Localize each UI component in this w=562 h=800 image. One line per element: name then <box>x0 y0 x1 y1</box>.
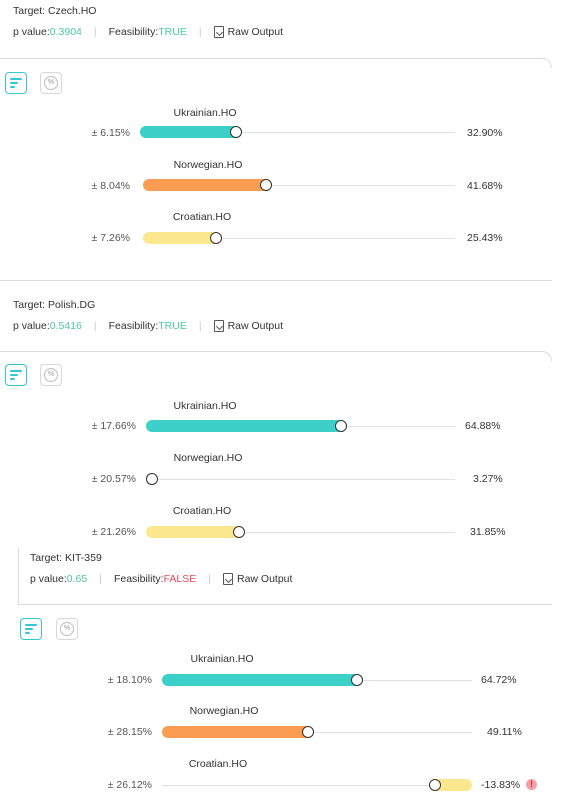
row-value: 41.68% <box>467 180 503 192</box>
bar-knob[interactable] <box>232 526 245 538</box>
row-label-ukrainian: Ukrainian.HO <box>173 107 237 119</box>
row-value: 31.85% <box>470 526 506 538</box>
download-document-icon <box>222 573 233 585</box>
row-label-croatian: Croatian.HO <box>172 211 232 223</box>
percent-view-toggle[interactable]: % <box>56 618 78 640</box>
row-label-norwegian: Norwegian.HO <box>189 705 259 717</box>
divider-vertical <box>18 548 19 604</box>
feasibility-value: FALSE <box>163 573 197 585</box>
row-error: ± 18.10% <box>107 674 152 686</box>
p-value: 0.5416 <box>49 320 82 332</box>
bar-knob[interactable] <box>146 473 158 485</box>
bar-view-toggle[interactable] <box>20 618 42 640</box>
row-value: -13.83% <box>481 779 521 791</box>
divider <box>0 351 545 352</box>
row-label-norwegian: Norwegian.HO <box>173 159 243 171</box>
row-value: 64.72% <box>481 674 517 686</box>
bar-track <box>162 785 472 786</box>
bar-track <box>140 132 455 133</box>
target-label: Target: KIT-359 <box>30 552 102 564</box>
row-error: ± 21.26% <box>91 526 136 538</box>
bar-track <box>146 532 455 533</box>
row-error: ± 7.26% <box>91 232 130 244</box>
bar-fill-ukrainian <box>140 126 242 138</box>
bar-knob[interactable] <box>302 726 315 738</box>
raw-output-button[interactable]: Raw Output <box>222 573 292 585</box>
download-document-icon <box>213 26 224 38</box>
p-value: 0.65 <box>66 573 88 585</box>
row-value: 32.90% <box>467 127 503 139</box>
bar-track <box>143 238 455 239</box>
row-error: ± 6.15% <box>91 127 130 139</box>
bar-chart-icon <box>25 624 37 636</box>
target-label: Target: Polish.DG <box>13 299 96 311</box>
divider <box>0 280 552 281</box>
p-value: 0.3904 <box>49 26 82 38</box>
stats-line: p value: 0.5416 | Feasibility: TRUE | Ra… <box>13 320 284 332</box>
raw-output-button[interactable]: Raw Output <box>213 320 283 332</box>
bar-knob[interactable] <box>429 779 442 791</box>
feasibility-value: TRUE <box>158 26 187 38</box>
bar-view-toggle[interactable] <box>5 364 27 386</box>
percent-icon: % <box>60 622 74 636</box>
row-value: 25.43% <box>467 232 503 244</box>
bar-fill-norwegian <box>143 179 273 191</box>
bar-fill-norwegian <box>162 726 315 738</box>
row-value: 3.27% <box>473 473 503 485</box>
divider <box>18 604 552 605</box>
row-error: ± 8.04% <box>91 180 130 192</box>
row-label-ukrainian: Ukrainian.HO <box>190 653 254 665</box>
divider-corner <box>542 351 552 361</box>
bar-chart-icon <box>10 370 22 382</box>
row-error: ± 28.15% <box>107 726 152 738</box>
divider <box>0 58 545 59</box>
bar-knob[interactable] <box>350 674 363 686</box>
bar-knob[interactable] <box>209 232 222 244</box>
row-error: ± 26.12% <box>107 779 152 791</box>
bar-fill-ukrainian <box>146 420 348 432</box>
bar-track <box>143 185 455 186</box>
row-label-norwegian: Norwegian.HO <box>173 452 243 464</box>
row-label-ukrainian: Ukrainian.HO <box>173 400 237 412</box>
percent-view-toggle[interactable]: % <box>40 364 62 386</box>
row-error: ± 17.66% <box>91 420 136 432</box>
row-label-croatian: Croatian.HO <box>172 505 232 517</box>
target-label: Target: Czech.HO <box>13 5 97 17</box>
row-error: ± 20.57% <box>91 473 136 485</box>
bar-view-toggle[interactable] <box>5 72 27 94</box>
percent-icon: % <box>44 368 58 382</box>
stats-line: p value: 0.3904 | Feasibility: TRUE | Ra… <box>13 26 284 38</box>
feasibility-value: TRUE <box>158 320 187 332</box>
bar-knob[interactable] <box>229 126 242 138</box>
row-value: 49.11% <box>487 726 522 738</box>
stats-line: p value: 0.65 | Feasibility: FALSE | Raw… <box>30 573 293 585</box>
download-document-icon <box>213 320 224 332</box>
bar-chart-icon <box>10 78 22 90</box>
bar-track <box>162 732 472 733</box>
percent-view-toggle[interactable]: % <box>40 72 62 94</box>
bar-knob[interactable] <box>260 179 273 191</box>
raw-output-button[interactable]: Raw Output <box>213 26 283 38</box>
percent-icon: % <box>44 76 58 90</box>
row-value: 64.88% <box>465 420 501 432</box>
bar-fill-croatian <box>143 232 222 244</box>
bar-fill-ukrainian <box>162 674 363 686</box>
warning-icon: ! <box>526 779 537 790</box>
divider-corner <box>542 58 552 68</box>
bar-track <box>146 479 455 480</box>
bar-fill-croatian <box>146 526 245 538</box>
row-label-croatian: Croatian.HO <box>188 758 248 770</box>
bar-knob[interactable] <box>335 420 348 432</box>
